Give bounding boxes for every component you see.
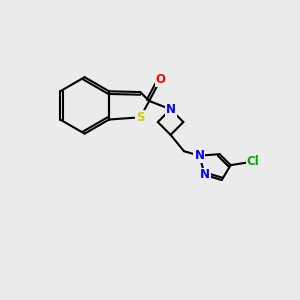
Text: N: N bbox=[194, 149, 204, 162]
Text: N: N bbox=[200, 169, 210, 182]
Text: O: O bbox=[155, 73, 166, 86]
Text: S: S bbox=[136, 111, 145, 124]
Text: N: N bbox=[166, 103, 176, 116]
Text: Cl: Cl bbox=[247, 155, 259, 168]
